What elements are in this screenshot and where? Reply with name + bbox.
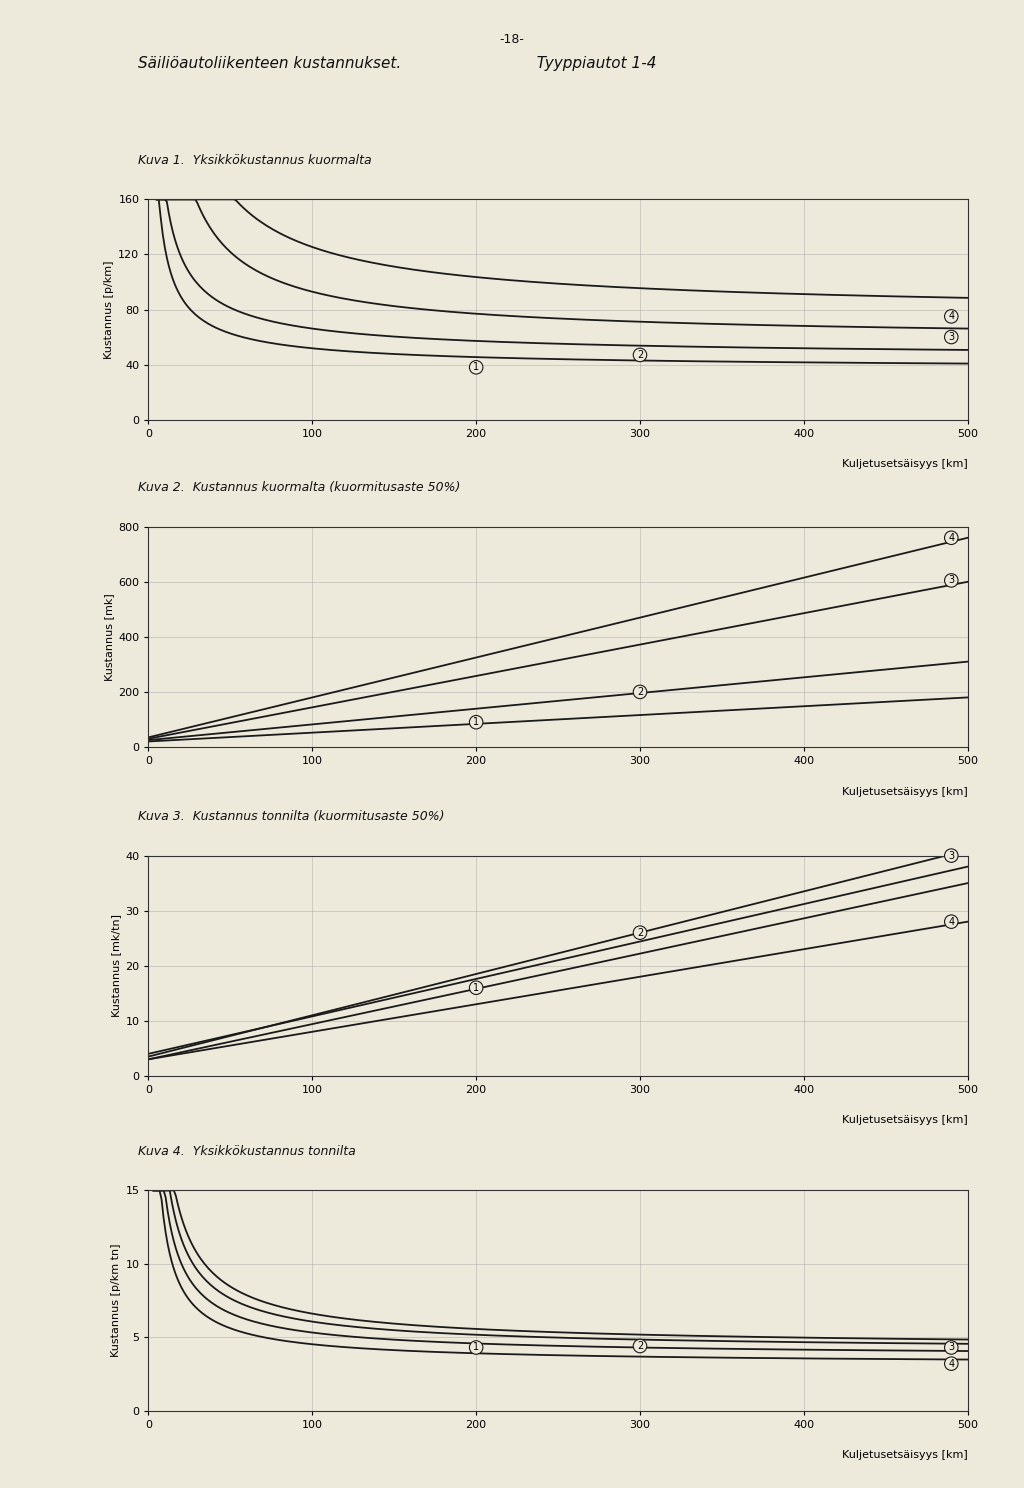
- Text: 4: 4: [948, 311, 954, 321]
- Text: 4: 4: [948, 917, 954, 927]
- Text: 2: 2: [637, 1341, 643, 1351]
- Text: Kuljetusetsäisyys [km]: Kuljetusetsäisyys [km]: [842, 787, 968, 796]
- Text: 3: 3: [948, 1342, 954, 1353]
- Text: 3: 3: [948, 576, 954, 585]
- Y-axis label: Kustannus [mk/tn]: Kustannus [mk/tn]: [112, 914, 121, 1018]
- Text: Tyyppiautot 1-4: Tyyppiautot 1-4: [527, 57, 656, 71]
- Text: Kuljetusetsäisyys [km]: Kuljetusetsäisyys [km]: [842, 1451, 968, 1460]
- Text: 1: 1: [473, 982, 479, 992]
- Text: -18-: -18-: [500, 33, 524, 46]
- Text: Kuva 2.  Kustannus kuormalta (kuormitusaste 50%): Kuva 2. Kustannus kuormalta (kuormitusas…: [138, 481, 461, 494]
- Y-axis label: Kustannus [mk]: Kustannus [mk]: [104, 594, 114, 680]
- Text: 4: 4: [948, 533, 954, 543]
- Text: Kuljetusetsäisyys [km]: Kuljetusetsäisyys [km]: [842, 1116, 968, 1125]
- Text: Kuva 1.  Yksikkökustannus kuormalta: Kuva 1. Yksikkökustannus kuormalta: [138, 153, 372, 167]
- Text: Kuljetusetsäisyys [km]: Kuljetusetsäisyys [km]: [842, 460, 968, 469]
- Y-axis label: Kustannus [p/km]: Kustannus [p/km]: [104, 260, 114, 359]
- Text: 2: 2: [637, 927, 643, 937]
- Text: 1: 1: [473, 1342, 479, 1353]
- Text: 1: 1: [473, 717, 479, 728]
- Text: Kuva 4.  Yksikkökustannus tonnilta: Kuva 4. Yksikkökustannus tonnilta: [138, 1144, 356, 1158]
- Text: 3: 3: [948, 332, 954, 342]
- Y-axis label: Kustannus [p/km tn]: Kustannus [p/km tn]: [112, 1244, 121, 1357]
- Text: 3: 3: [948, 851, 954, 860]
- Text: 2: 2: [637, 687, 643, 696]
- Text: 2: 2: [637, 350, 643, 360]
- Text: 4: 4: [948, 1359, 954, 1369]
- Text: 1: 1: [473, 362, 479, 372]
- Text: Säiliöautoliikenteen kustannukset.: Säiliöautoliikenteen kustannukset.: [138, 57, 401, 71]
- Text: Kuva 3.  Kustannus tonnilta (kuormitusaste 50%): Kuva 3. Kustannus tonnilta (kuormitusast…: [138, 809, 444, 823]
